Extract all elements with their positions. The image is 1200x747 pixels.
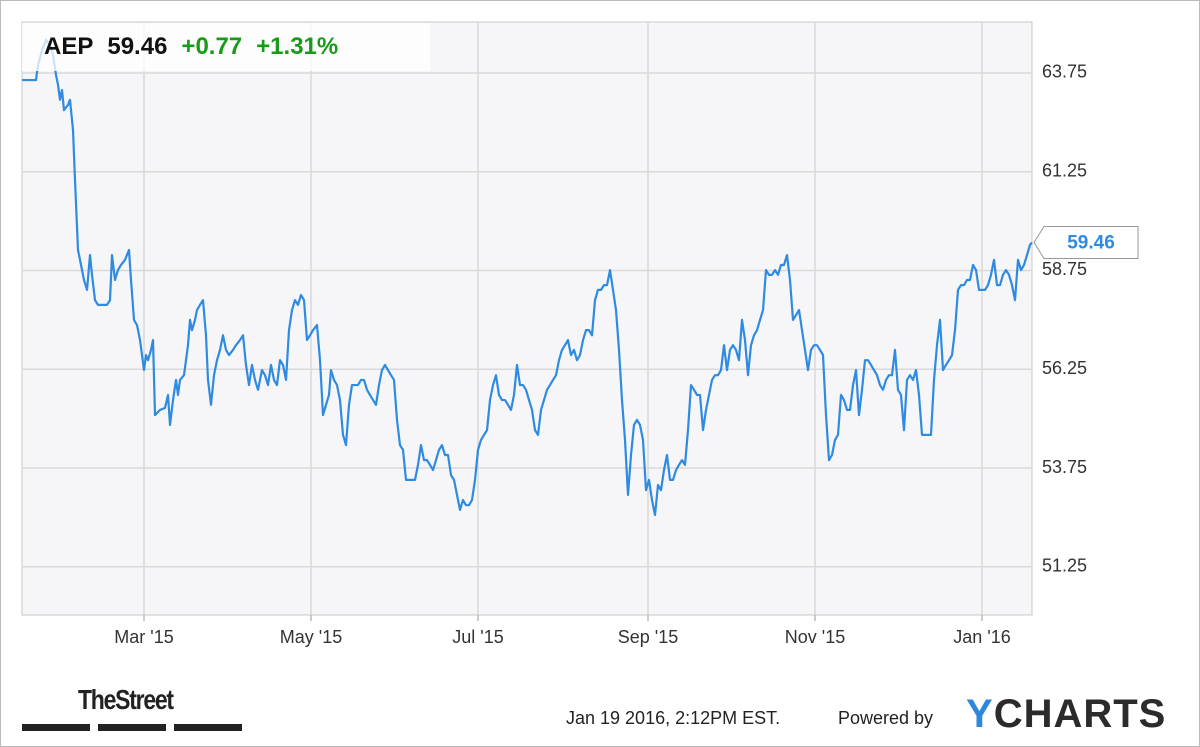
- last-price-tag: 59.46: [1033, 225, 1139, 259]
- change: +0.77: [181, 33, 243, 60]
- y-tick-label: 53.75: [1042, 457, 1087, 477]
- y-tick-label: 63.75: [1042, 62, 1087, 82]
- powered-by: Powered by: [838, 708, 934, 728]
- x-tick-label: Nov '15: [785, 627, 845, 647]
- x-tick-label: Jul '15: [452, 627, 503, 647]
- plot-background: [21, 21, 1033, 616]
- symbol: AEP: [44, 33, 94, 60]
- change-percent: +1.31%: [256, 33, 339, 60]
- logo-bar: [98, 724, 166, 731]
- x-tick-label: May '15: [280, 627, 342, 647]
- x-tick-label: Mar '15: [114, 627, 173, 647]
- last-price-box: [1033, 225, 1139, 259]
- logo-bar: [174, 724, 242, 731]
- logo-bar: [22, 724, 90, 731]
- timestamp: Jan 19 2016, 2:12PM EST.: [566, 708, 781, 728]
- y-tick-label: 61.25: [1042, 160, 1087, 180]
- x-tick-label: Jan '16: [953, 627, 1010, 647]
- y-tick-label: 51.25: [1042, 556, 1087, 576]
- x-tick-label: Sep '15: [618, 627, 679, 647]
- brand-logo: YCHARTS: [966, 692, 1166, 737]
- price: 59.46: [107, 33, 168, 60]
- quote-header: AEP 59.46 +0.77 +1.31%: [22, 23, 430, 71]
- price-line: [22, 38, 1033, 517]
- brand-y: Y: [966, 692, 994, 736]
- brand-rest: CHARTS: [993, 692, 1167, 736]
- source-logo: TheStreet: [78, 684, 174, 715]
- y-tick-label: 56.25: [1042, 358, 1087, 378]
- last-price-label: 59.46: [1067, 232, 1115, 253]
- y-tick-label: 58.75: [1042, 259, 1087, 279]
